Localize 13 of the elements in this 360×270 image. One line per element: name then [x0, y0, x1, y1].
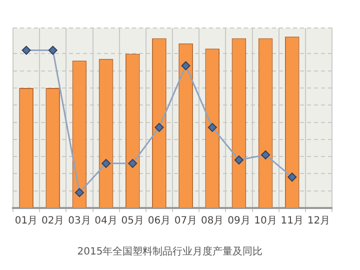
x-tick-label: 11月	[280, 216, 304, 227]
x-tick-label: 01月	[14, 216, 38, 227]
x-tick-label: 07月	[174, 216, 198, 227]
x-tick-label: 03月	[68, 216, 91, 227]
x-tick-label: 06月	[148, 216, 171, 227]
x-tick-label: 02月	[42, 216, 64, 227]
x-tick-label: 08月	[201, 216, 224, 227]
text: 2015年全国塑料制品行业月度产量及同比	[77, 246, 263, 258]
x-tick-label: 12月	[307, 216, 330, 227]
x-tick-label: 09月	[228, 216, 250, 227]
x-tick-label: 05月	[121, 216, 144, 227]
x-tick-label: 04月	[94, 216, 118, 227]
x-tick-label: 10月	[254, 216, 277, 227]
